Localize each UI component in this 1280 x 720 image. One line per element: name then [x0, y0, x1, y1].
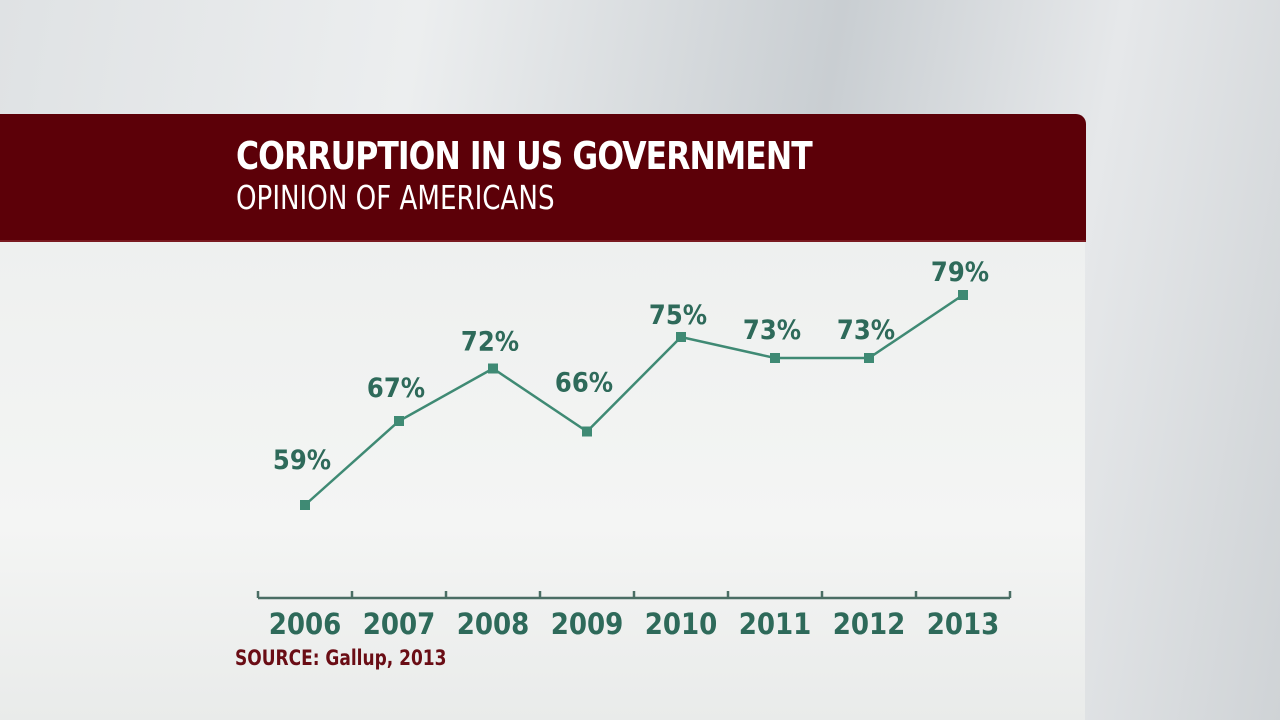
data-label: 72% — [461, 327, 519, 358]
data-label: 73% — [837, 315, 895, 346]
x-tick-label: 2012 — [833, 607, 906, 641]
series-line — [304, 293, 964, 506]
data-label: 66% — [555, 368, 613, 399]
data-point — [300, 500, 310, 510]
chart-subtitle: OPINION OF AMERICANS — [236, 178, 555, 217]
x-tick-label: 2009 — [551, 607, 624, 641]
data-label: 73% — [743, 315, 801, 346]
x-tick-label: 2006 — [269, 607, 342, 641]
data-label: 67% — [367, 373, 425, 404]
data-point — [676, 332, 686, 342]
data-point — [958, 290, 968, 300]
x-tick-label: 2007 — [363, 607, 436, 641]
chart-panel — [0, 236, 1085, 720]
title-banner — [0, 114, 1086, 242]
data-point — [864, 353, 874, 363]
source-note: SOURCE: Gallup, 2013 — [235, 646, 447, 670]
data-point — [394, 416, 404, 426]
data-point — [582, 426, 592, 437]
data-label: 79% — [931, 257, 989, 288]
x-tick-label: 2010 — [645, 607, 718, 641]
chart-title: CORRUPTION IN US GOVERNMENT — [236, 134, 813, 178]
data-label: 59% — [273, 445, 331, 476]
x-tick-label: 2008 — [457, 607, 530, 641]
data-point — [770, 353, 780, 363]
x-tick-label: 2013 — [927, 607, 1000, 641]
x-tick-label: 2011 — [739, 607, 812, 641]
data-point — [488, 363, 498, 374]
data-label: 75% — [649, 300, 707, 331]
